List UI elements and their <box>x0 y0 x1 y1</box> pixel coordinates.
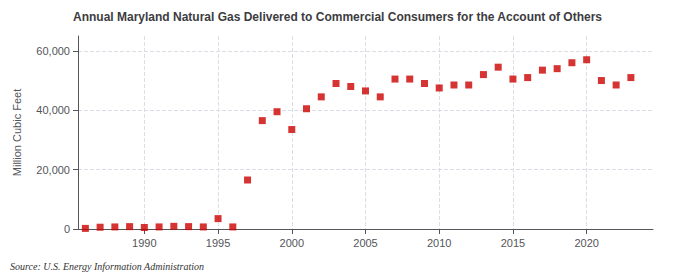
svg-text:20,000: 20,000 <box>36 164 70 176</box>
svg-text:2010: 2010 <box>427 237 451 249</box>
svg-text:Million Cubic Feet: Million Cubic Feet <box>11 89 23 176</box>
svg-text:2015: 2015 <box>501 237 525 249</box>
svg-text:2020: 2020 <box>574 237 598 249</box>
svg-text:2000: 2000 <box>280 237 304 249</box>
svg-text:Source: U.S. Energy Informatio: Source: U.S. Energy Information Administ… <box>10 261 204 272</box>
svg-text:1990: 1990 <box>132 237 156 249</box>
svg-text:60,000: 60,000 <box>36 45 70 57</box>
svg-text:2005: 2005 <box>353 237 377 249</box>
svg-text:1995: 1995 <box>206 237 230 249</box>
svg-text:40,000: 40,000 <box>36 104 70 116</box>
svg-text:Annual Maryland Natural Gas De: Annual Maryland Natural Gas Delivered to… <box>73 10 602 24</box>
svg-text:0: 0 <box>64 223 70 235</box>
